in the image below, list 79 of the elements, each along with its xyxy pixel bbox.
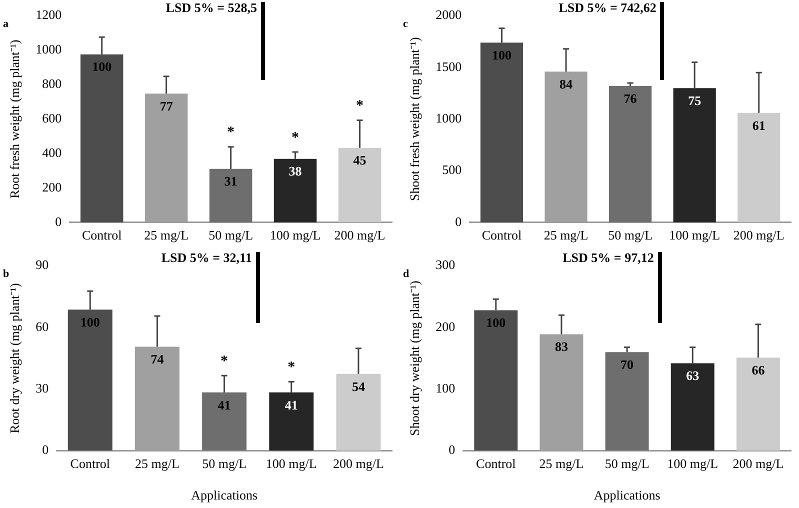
y-axis-title: Root fresh weight (mg plant⁻¹) xyxy=(7,40,22,199)
annotation: LSD 5% = 97,12 xyxy=(562,250,654,265)
y-tick-label: 1000 xyxy=(436,110,462,126)
annotation: 70 xyxy=(620,356,634,372)
y-tick-label: 600 xyxy=(42,110,62,126)
annotation: * xyxy=(220,353,228,370)
y-axis-title: Root dry weight (mg plant⁻¹) xyxy=(7,283,22,434)
annotation: 54 xyxy=(352,378,366,394)
y-tick-label: 500 xyxy=(442,162,462,178)
annotation: 45 xyxy=(353,152,367,168)
annotation: 61 xyxy=(752,118,766,133)
annotation: 100 xyxy=(80,314,100,330)
x-tick-label: 50 mg/L xyxy=(208,228,254,243)
annotation: 38 xyxy=(288,164,302,179)
x-tick-label: Control xyxy=(476,456,516,472)
x-tick-label: 100 mg/L xyxy=(669,228,720,243)
annotation: * xyxy=(356,98,364,114)
x-tick-label: Control xyxy=(82,228,122,243)
annotation: 83 xyxy=(554,339,568,354)
x-tick-label: 25 mg/L xyxy=(539,456,584,472)
x-tick-label: 200 mg/L xyxy=(733,228,784,243)
x-tick-label: 100 mg/L xyxy=(270,228,321,243)
x-axis-title: Applications xyxy=(594,488,660,503)
annotation: LSD 5% = 742,62 xyxy=(558,0,656,15)
y-tick-label: 400 xyxy=(42,144,62,160)
x-tick-label: 25 mg/L xyxy=(144,228,189,243)
y-tick-label: 300 xyxy=(436,257,456,272)
x-tick-label: 50 mg/L xyxy=(604,456,650,472)
x-tick-label: 200 mg/L xyxy=(333,456,384,472)
annotation: * xyxy=(288,360,296,376)
text: a xyxy=(3,18,9,30)
annotation: LSD 5% = 32,11 xyxy=(161,250,252,265)
annotation: 84 xyxy=(560,76,574,92)
x-tick-label: 200 mg/L xyxy=(732,456,784,472)
y-tick-label: 2000 xyxy=(436,7,462,22)
x-tick-label: 25 mg/L xyxy=(544,228,588,243)
text: d xyxy=(403,268,410,280)
y-tick-label: 0 xyxy=(448,442,456,458)
annotation: * xyxy=(292,130,300,146)
y-axis-title: Shoot fresh weight (mg plant⁻¹) xyxy=(407,37,422,202)
annotation: LSD 5% = 528,5 xyxy=(166,0,258,15)
annotation: 100 xyxy=(492,48,512,63)
y-tick-label: 1200 xyxy=(36,7,62,22)
x-tick-label: 50 mg/L xyxy=(202,456,247,472)
y-axis-title: Shoot dry weight (mg plant⁻¹) xyxy=(407,280,422,436)
y-tick-label: 90 xyxy=(36,257,49,272)
x-tick-label: 200 mg/L xyxy=(334,228,386,243)
annotation: 77 xyxy=(160,98,174,114)
y-tick-label: 200 xyxy=(42,179,62,194)
annotation: 41 xyxy=(218,397,231,412)
x-axis-title: Applications xyxy=(191,488,258,503)
annotation: 63 xyxy=(686,368,700,384)
y-tick-label: 0 xyxy=(55,214,62,229)
y-tick-label: 800 xyxy=(42,76,62,92)
text: c xyxy=(403,18,408,30)
y-tick-label: 0 xyxy=(42,442,49,458)
x-tick-label: Control xyxy=(482,228,522,243)
x-tick-label: 50 mg/L xyxy=(608,228,653,243)
annotation: 100 xyxy=(486,315,506,330)
x-tick-label: 25 mg/L xyxy=(135,456,180,472)
y-tick-label: 1500 xyxy=(436,58,462,74)
annotation: 31 xyxy=(224,174,238,189)
annotation: * xyxy=(227,124,235,141)
x-tick-label: Control xyxy=(70,456,110,472)
annotation: 75 xyxy=(688,92,702,108)
y-tick-label: 1000 xyxy=(36,42,62,57)
y-tick-label: 200 xyxy=(436,318,456,334)
annotation: 76 xyxy=(624,90,638,106)
x-tick-label: 100 mg/L xyxy=(667,456,718,472)
annotation: 100 xyxy=(92,59,112,74)
annotation: 66 xyxy=(752,362,766,378)
annotation: 41 xyxy=(284,397,298,412)
annotation: 74 xyxy=(150,352,164,367)
text: b xyxy=(3,268,10,280)
y-tick-label: 30 xyxy=(36,380,49,396)
y-tick-label: 60 xyxy=(36,318,49,334)
y-tick-label: 100 xyxy=(436,380,456,396)
x-tick-label: 100 mg/L xyxy=(266,456,317,472)
y-tick-label: 0 xyxy=(455,214,462,229)
